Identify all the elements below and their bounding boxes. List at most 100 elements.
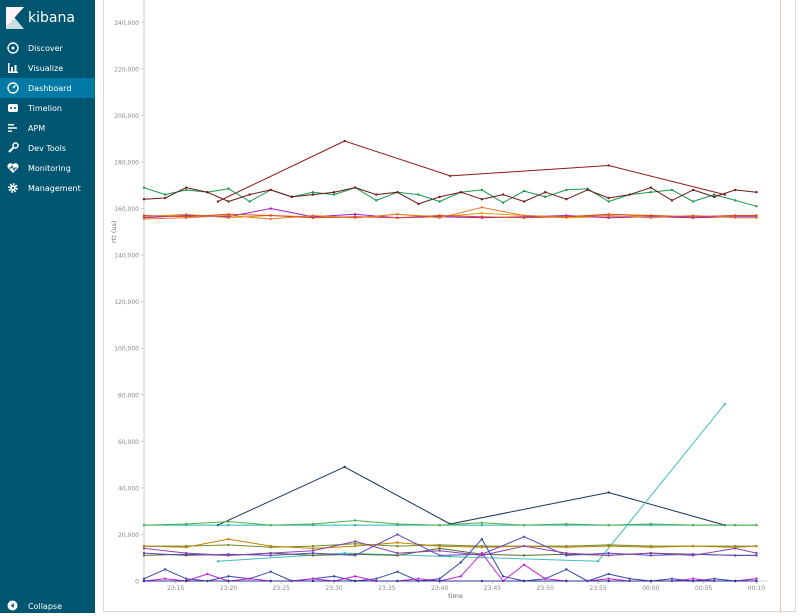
data-point (163, 568, 167, 571)
data-point (522, 200, 526, 203)
data-point (565, 551, 568, 555)
data-point (142, 217, 146, 221)
data-point (142, 579, 146, 583)
data-point (332, 191, 336, 194)
data-point (311, 214, 315, 217)
data-point (353, 523, 357, 527)
data-point (755, 577, 758, 580)
data-point (396, 551, 399, 555)
heartbeat-icon (7, 163, 19, 173)
data-point (396, 541, 399, 544)
data-point (565, 546, 568, 549)
y-tick-label: 220,000 (114, 66, 139, 73)
data-point (438, 549, 441, 552)
data-point (417, 193, 420, 196)
data-point (607, 164, 610, 167)
sidebar-item-label: Dev Tools (28, 144, 67, 153)
data-point (311, 522, 315, 526)
data-point (438, 544, 441, 548)
data-point (227, 554, 230, 557)
data-point (375, 193, 378, 196)
x-tick-label: 00:10 (748, 585, 765, 592)
sidebar-item-visualize[interactable]: Visualize (0, 58, 95, 78)
x-tick-label: 00:05 (695, 585, 712, 592)
apm-icon (8, 124, 17, 132)
sidebar-item-management[interactable]: Management (0, 178, 95, 198)
data-point (269, 217, 272, 221)
sidebar-item-apm[interactable]: APM (0, 118, 95, 138)
data-point (396, 554, 399, 557)
data-point (142, 577, 146, 580)
data-point (607, 554, 610, 557)
x-tick-label: 23:45 (484, 585, 501, 592)
x-tick-label: 23:35 (378, 585, 395, 592)
data-point (185, 215, 188, 218)
series-line (217, 403, 726, 562)
collapse-button[interactable]: Collapse (0, 598, 95, 613)
y-tick-label: 60,000 (118, 439, 139, 446)
data-point (755, 216, 758, 220)
data-point (311, 579, 315, 583)
data-point (353, 544, 357, 548)
data-point (628, 577, 631, 580)
brand[interactable]: kibana (0, 0, 95, 36)
x-tick-label: 23:50 (537, 585, 554, 592)
data-point (459, 575, 462, 578)
data-point (216, 200, 220, 203)
data-point (163, 196, 167, 200)
sidebar-item-dashboard[interactable]: Dashboard (0, 78, 95, 98)
data-point (522, 535, 526, 538)
data-point (480, 198, 484, 201)
data-point (438, 216, 441, 220)
data-point (755, 551, 758, 555)
data-point (755, 579, 758, 583)
y-tick-label: 180,000 (114, 159, 139, 166)
data-point (755, 214, 758, 217)
data-point (449, 555, 452, 558)
data-point (649, 191, 653, 194)
series-line (143, 206, 757, 220)
data-point (607, 551, 610, 555)
data-point (248, 193, 251, 196)
data-point (480, 546, 484, 549)
data-point (396, 191, 399, 194)
data-point (438, 579, 441, 583)
data-point (353, 519, 357, 522)
data-point (480, 206, 484, 209)
data-point (396, 216, 399, 220)
sidebar-item-dev-tools[interactable]: Dev Tools (0, 138, 95, 158)
sidebar-item-label: APM (28, 124, 46, 133)
data-point (343, 551, 346, 555)
data-point (480, 579, 484, 583)
data-point (332, 193, 336, 196)
sidebar-item-discover[interactable]: Discover (0, 38, 95, 58)
data-point (142, 547, 146, 550)
compass-icon (7, 42, 19, 54)
data-point (649, 551, 653, 555)
gear-icon (8, 183, 18, 193)
data-point (353, 542, 357, 545)
data-point (353, 215, 357, 218)
data-point (522, 189, 526, 193)
data-point (544, 577, 547, 580)
data-point (586, 188, 589, 192)
data-point (163, 193, 167, 196)
data-point (396, 544, 399, 548)
sidebar-item-timelion[interactable]: Timelion (0, 98, 95, 118)
data-point (649, 579, 653, 583)
data-point (723, 402, 726, 406)
data-point (227, 579, 230, 583)
x-tick-label: 23:40 (431, 585, 448, 592)
data-point (311, 547, 315, 550)
data-point (311, 554, 315, 557)
data-point (734, 214, 737, 217)
y-tick-label: 140,000 (114, 253, 139, 260)
y-tick-label: 240,000 (114, 20, 139, 27)
data-point (755, 554, 758, 557)
series-line (143, 187, 757, 207)
data-point (734, 199, 737, 202)
series-line (143, 538, 757, 549)
data-point (691, 188, 695, 192)
sidebar-item-monitoring[interactable]: Monitoring (0, 158, 95, 178)
data-point (459, 191, 462, 194)
